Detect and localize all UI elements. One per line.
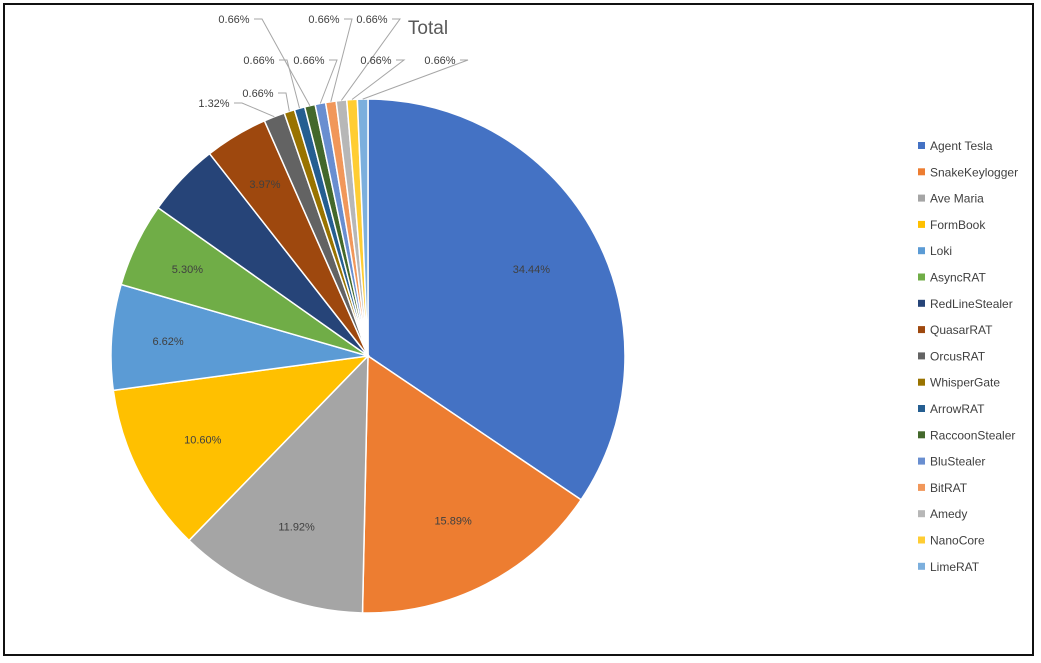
legend-swatch-whispergate (918, 378, 925, 386)
legend-swatch-arrowrat (918, 405, 925, 412)
legend-swatch-redlinestealer (918, 299, 925, 307)
pie-slice-loki (110, 283, 369, 392)
legend-label-raccoonstealer: RaccoonStealer (930, 428, 1015, 442)
leader-line-arrowrat (279, 59, 300, 109)
legend-swatch-snakekeylogger (918, 168, 925, 176)
legend-swatch-quasarrat (918, 326, 925, 334)
legend-swatch-nanocore (918, 536, 925, 544)
legend-label-quasarrat: QuasarRAT (930, 323, 993, 337)
data-label-amedy: 0.66% (356, 14, 387, 26)
data-label-snakekeylogger: 15.89% (434, 515, 472, 527)
pie-slice-ave-maria (187, 354, 369, 614)
data-labels: 34.44% 15.89% 11.92% 10.60% 6.62% 5.30% 3.97% 1… (152, 14, 550, 534)
legend-swatch-formbook (918, 220, 925, 228)
data-label-limerat: 0.66% (424, 55, 455, 67)
legend-label-whispergate: WhisperGate (930, 376, 1000, 390)
data-label-orcusrat: 1.32% (198, 98, 229, 110)
legend-label-agent-tesla: Agent Tesla (930, 139, 993, 153)
legend-label-asyncrat: AsyncRAT (930, 271, 986, 285)
leader-line-bitrat (330, 18, 353, 102)
pie-slice-limerat (356, 98, 369, 357)
legend-swatch-raccoonstealer (918, 431, 925, 439)
pie-slice-formbook (112, 354, 371, 542)
data-label-loki: 6.62% (152, 336, 183, 348)
legend-swatch-amedy (918, 510, 925, 518)
leader-line-blustealer (319, 59, 338, 104)
leader-line-nanocore (351, 59, 406, 100)
data-label-quasarrat: 3.97% (249, 179, 280, 191)
legend-label-blustealer: BluStealer (930, 455, 985, 469)
legend-swatch-asyncrat (918, 273, 925, 281)
legend-label-loki: Loki (930, 244, 952, 258)
legend-label-bitrat: BitRAT (930, 481, 968, 495)
data-label-bitrat: 0.66% (308, 14, 339, 26)
legend-swatch-orcusrat (918, 352, 925, 360)
data-label-formbook: 10.60% (184, 434, 222, 446)
legend-label-redlinestealer: RedLineStealer (930, 297, 1013, 311)
leader-line-limerat (362, 59, 469, 100)
leader-lines (234, 18, 469, 118)
legend-label-limerat: LimeRAT (930, 560, 980, 574)
data-label-asyncrat: 5.30% (172, 264, 203, 276)
legend-label-ave-maria: Ave Maria (930, 192, 984, 206)
legend-label-snakekeylogger: SnakeKeylogger (930, 165, 1018, 179)
data-label-blustealer: 0.66% (293, 55, 324, 67)
pie-slice-agent-tesla (367, 98, 626, 501)
legend-label-orcusrat: OrcusRAT (930, 349, 986, 363)
leader-line-amedy (340, 18, 401, 101)
leader-line-orcusrat (234, 102, 275, 118)
legend-swatch-limerat (918, 562, 925, 570)
legend: Agent Tesla SnakeKeylogger Ave Maria FormBo… (918, 139, 1018, 574)
leader-line-raccoonstealer (254, 18, 311, 106)
legend-swatch-ave-maria (918, 194, 925, 202)
data-label-whispergate: 0.66% (242, 88, 273, 100)
legend-label-nanocore: NanoCore (930, 534, 985, 548)
chart-title: Total (408, 18, 448, 39)
legend-swatch-loki (918, 247, 925, 255)
data-label-raccoonstealer: 0.66% (218, 14, 249, 26)
legend-swatch-bitrat (918, 483, 925, 491)
legend-label-amedy: Amedy (930, 507, 967, 521)
data-label-nanocore: 0.66% (360, 55, 391, 67)
data-label-ave-maria: 11.92% (278, 522, 315, 534)
legend-swatch-agent-tesla (918, 142, 925, 149)
leader-line-whispergate (278, 92, 290, 112)
data-label-arrowrat: 0.66% (243, 55, 274, 67)
pie-slice-snakekeylogger (361, 354, 583, 614)
legend-label-arrowrat: ArrowRAT (930, 402, 985, 416)
data-label-agent-tesla: 34.44% (513, 264, 551, 276)
pie-slices (110, 98, 626, 614)
legend-swatch-blustealer (918, 457, 925, 465)
legend-label-formbook: FormBook (930, 218, 986, 232)
